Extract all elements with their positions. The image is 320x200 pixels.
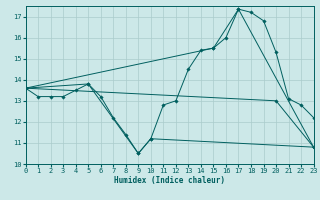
X-axis label: Humidex (Indice chaleur): Humidex (Indice chaleur) (114, 176, 225, 185)
